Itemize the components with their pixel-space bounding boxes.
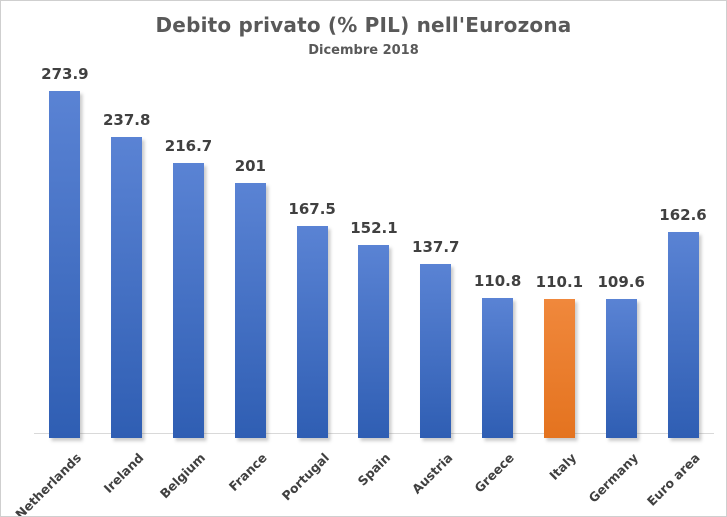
bar-germany xyxy=(605,299,637,438)
bar-france xyxy=(234,183,266,438)
bar-italy xyxy=(543,299,575,438)
bar-belgium xyxy=(173,163,205,438)
bar-column-euro-area: 162.6 xyxy=(652,61,714,438)
chart-subtitle: Dicembre 2018 xyxy=(308,43,419,58)
bar-column-greece: 110.8 xyxy=(467,61,529,438)
bar-column-italy: 110.1 xyxy=(529,61,591,438)
x-tick-cell: Netherlands xyxy=(13,438,96,516)
bar-column-france: 201 xyxy=(219,61,281,438)
bar-portugal xyxy=(296,226,328,438)
x-tick-label-greece: Greece xyxy=(471,450,518,496)
bar-value-label: 201 xyxy=(234,157,266,175)
bar-column-ireland: 237.8 xyxy=(96,61,158,438)
x-tick-label-spain: Spain xyxy=(354,450,394,489)
x-tick-label-euro-area: Euro area xyxy=(643,450,703,509)
x-tick-cell: Ireland xyxy=(96,438,158,516)
bar-column-portugal: 167.5 xyxy=(281,61,343,438)
x-tick-label-austria: Austria xyxy=(408,450,456,497)
bar-ireland xyxy=(111,137,143,438)
bar-spain xyxy=(358,245,390,438)
bar-value-label: 110.1 xyxy=(535,273,584,291)
x-tick-cell: Austria xyxy=(405,438,467,516)
plot-area: 273.9 237.8 216.7 201 167.5 152.1 137.7 110.8 11… xyxy=(34,61,714,438)
x-tick-cell: Portugal xyxy=(278,438,343,516)
bar-value-label: 137.7 xyxy=(412,238,460,256)
bar-column-germany: 109.6 xyxy=(590,61,652,438)
x-tick-cell: Spain xyxy=(343,438,405,516)
bar-value-label: 273.9 xyxy=(41,65,89,83)
x-tick-label-france: France xyxy=(226,450,270,494)
bar-column-austria: 137.7 xyxy=(405,61,467,438)
bar-column-spain: 152.1 xyxy=(343,61,405,438)
x-tick-label-netherlands: Netherlands xyxy=(12,450,85,517)
x-tick-label-portugal: Portugal xyxy=(278,450,332,504)
x-tick-cell: Italy xyxy=(529,438,591,516)
bar-column-belgium: 216.7 xyxy=(158,61,220,438)
x-tick-label-ireland: Ireland xyxy=(100,450,147,496)
x-tick-label-belgium: Belgium xyxy=(156,450,209,502)
bar-value-label: 162.6 xyxy=(659,206,707,224)
x-tick-cell: Euro area xyxy=(644,438,714,516)
x-tick-cell: Germany xyxy=(585,438,652,516)
bar-value-label: 237.8 xyxy=(102,111,151,129)
bar-value-label: 167.5 xyxy=(288,200,336,218)
x-tick-label-germany: Germany xyxy=(585,450,641,506)
bar-column-netherlands: 273.9 xyxy=(34,61,96,438)
bar-austria xyxy=(420,264,452,438)
bar-value-label: 216.7 xyxy=(164,137,213,155)
bar-netherlands xyxy=(49,91,81,438)
chart-title: Debito privato (% PIL) nell'Eurozona xyxy=(155,13,572,37)
bars-row: 273.9 237.8 216.7 201 167.5 152.1 137.7 110.8 11… xyxy=(34,61,714,438)
bar-greece xyxy=(482,298,514,438)
bar-value-label: 152.1 xyxy=(350,219,398,237)
bar-value-label: 109.6 xyxy=(597,273,645,291)
x-tick-label-italy: Italy xyxy=(546,450,580,483)
x-axis-labels: Netherlands Ireland Belgium France Portugal S… xyxy=(13,438,714,516)
bar-value-label: 110.8 xyxy=(473,272,522,290)
x-tick-cell: France xyxy=(219,438,281,516)
x-tick-cell: Belgium xyxy=(156,438,220,516)
bar-euro-area xyxy=(667,232,699,438)
x-tick-cell: Greece xyxy=(467,438,529,516)
